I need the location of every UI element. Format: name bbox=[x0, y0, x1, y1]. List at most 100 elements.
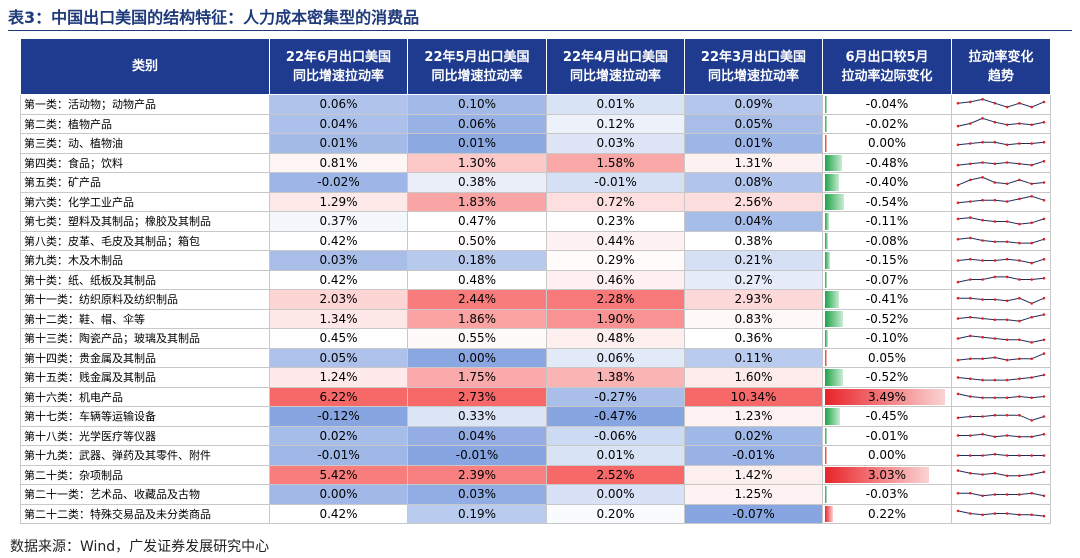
value-cell: 1.23% bbox=[684, 406, 823, 427]
trend-cell bbox=[951, 503, 1051, 524]
sparkline-point bbox=[981, 513, 984, 517]
sparkline-point bbox=[981, 335, 984, 339]
trend-cell bbox=[951, 94, 1051, 115]
sparkline-point bbox=[1042, 100, 1046, 103]
sparkline-point bbox=[1042, 160, 1046, 163]
sparkline-point bbox=[981, 433, 984, 436]
sparkline-point bbox=[1042, 180, 1046, 184]
change-cell: -0.52% bbox=[822, 367, 952, 388]
sparkline-point bbox=[981, 117, 984, 120]
table-row: 第二类：植物产品 0.04% 0.06% 0.12% 0.05% -0.02% bbox=[20, 113, 1051, 134]
sparkline bbox=[956, 373, 1046, 382]
category-cell: 第十五类：贱金属及其制品 bbox=[20, 367, 270, 388]
sparkline-line bbox=[958, 453, 1044, 456]
sparkline-point bbox=[1042, 121, 1046, 124]
category-cell: 第四类：食品；饮料 bbox=[20, 152, 270, 173]
value-cell: 0.06% bbox=[546, 347, 685, 368]
sparkline-line bbox=[957, 216, 1045, 225]
sparkline-point bbox=[956, 258, 960, 262]
sparkline-point bbox=[1018, 453, 1021, 457]
sparkline-point bbox=[968, 357, 972, 361]
change-bar bbox=[825, 232, 828, 249]
sparkline-point bbox=[1030, 164, 1034, 167]
table-row: 第十三类：陶瓷产品；玻璃及其制品 0.45% 0.55% 0.48% 0.36% -0.1… bbox=[20, 328, 1051, 349]
value-cell: -0.01% bbox=[407, 445, 547, 466]
category-cell: 第二十一类：艺术品、收藏品及古物 bbox=[20, 484, 270, 505]
value-cell: 0.09% bbox=[684, 94, 823, 115]
value-cell: 1.83% bbox=[407, 191, 547, 212]
change-text: 0.00% bbox=[867, 136, 907, 151]
sparkline-point bbox=[1005, 359, 1009, 362]
change-bar bbox=[825, 252, 831, 269]
sparkline-point bbox=[968, 472, 972, 475]
sparkline-point bbox=[1005, 512, 1009, 516]
sparkline-point bbox=[1042, 338, 1046, 341]
sparkline-point bbox=[993, 378, 997, 382]
change-cell: -0.15% bbox=[822, 250, 952, 271]
sparkline-point bbox=[993, 297, 997, 301]
change-bar bbox=[825, 466, 930, 483]
header-line: 拉动率变化 bbox=[968, 49, 1034, 65]
change-text: 0.05% bbox=[867, 350, 907, 365]
header-line: 拉动率边际变化 bbox=[841, 68, 933, 84]
category-cell: 第十九类：武器、弹药及其零件、附件 bbox=[20, 445, 270, 466]
value-cell: -0.27% bbox=[546, 386, 685, 407]
value-cell: -0.12% bbox=[269, 406, 408, 427]
sparkline-point bbox=[956, 143, 960, 146]
sparkline-point bbox=[1018, 435, 1021, 439]
table: 类别 22年6月出口美国 同比增速拉动率 22年5月出口美国 同比增速拉动率 22年4月出… bbox=[20, 38, 1051, 524]
table-row: 第八类：皮革、毛皮及其制品；箱包 0.42% 0.50% 0.44% 0.38% -0.0… bbox=[20, 230, 1051, 251]
sparkline-point bbox=[993, 452, 997, 456]
category-cell: 第五类：矿产品 bbox=[20, 172, 270, 193]
sparkline-line bbox=[958, 492, 1045, 497]
header-line: 22年3月出口美国 bbox=[700, 49, 807, 65]
value-cell: 1.90% bbox=[546, 308, 685, 329]
value-cell: 5.42% bbox=[269, 464, 408, 485]
value-cell: 0.44% bbox=[546, 230, 685, 251]
value-cell: 2.93% bbox=[684, 289, 823, 310]
column-header: 22年3月出口美国 同比增速拉动率 bbox=[684, 38, 823, 95]
change-text: -0.41% bbox=[865, 292, 909, 307]
sparkline-point bbox=[981, 175, 984, 179]
sparkline-point bbox=[968, 296, 972, 300]
change-text: 3.49% bbox=[867, 389, 907, 404]
trend-cell bbox=[951, 445, 1051, 466]
value-cell: 0.46% bbox=[546, 269, 685, 290]
sparkline-point bbox=[1018, 357, 1021, 361]
column-header: 类别 bbox=[20, 38, 270, 95]
change-bar bbox=[825, 388, 945, 405]
sparkline-point bbox=[981, 473, 984, 477]
change-cell: -0.03% bbox=[822, 484, 952, 505]
sparkline-point bbox=[1030, 242, 1034, 245]
sparkline-point bbox=[956, 296, 960, 300]
sparkline-point bbox=[1005, 338, 1009, 341]
change-cell: -0.11% bbox=[822, 211, 952, 232]
value-cell: 0.00% bbox=[407, 347, 547, 368]
change-cell: -0.07% bbox=[822, 269, 952, 290]
table-row: 第十九类：武器、弹药及其零件、附件 -0.01% -0.01% 0.01% -0.01%… bbox=[20, 445, 1051, 466]
table-row: 第三类：动、植物油 0.01% 0.01% 0.03% 0.01% 0.00% bbox=[20, 133, 1051, 154]
sparkline-point bbox=[1018, 258, 1021, 262]
sparkline bbox=[956, 334, 1046, 344]
sparkline-point bbox=[956, 453, 960, 457]
header-line: 同比增速拉动率 bbox=[707, 68, 799, 84]
trend-cell bbox=[951, 464, 1051, 485]
sparkline bbox=[956, 413, 1046, 422]
sparkline-point bbox=[1030, 123, 1034, 127]
table-row: 第六类：化学工业产品 1.29% 1.83% 0.72% 2.56% -0.54% bbox=[20, 191, 1051, 212]
value-cell: 0.21% bbox=[684, 250, 823, 271]
sparkline bbox=[956, 117, 1046, 128]
sparkline-point bbox=[1042, 373, 1046, 376]
value-cell: -0.06% bbox=[546, 425, 685, 446]
sparkline bbox=[956, 352, 1046, 362]
sparkline-point bbox=[968, 414, 972, 418]
value-cell: 0.36% bbox=[684, 328, 823, 349]
value-cell: 0.72% bbox=[546, 191, 685, 212]
sparkline-point bbox=[981, 396, 984, 400]
sparkline-point bbox=[968, 491, 972, 495]
value-cell: 0.10% bbox=[407, 94, 547, 115]
change-text: -0.40% bbox=[865, 175, 909, 190]
value-cell: 0.47% bbox=[407, 211, 547, 232]
sparkline-point bbox=[1005, 299, 1009, 302]
change-cell: 3.03% bbox=[822, 464, 952, 485]
